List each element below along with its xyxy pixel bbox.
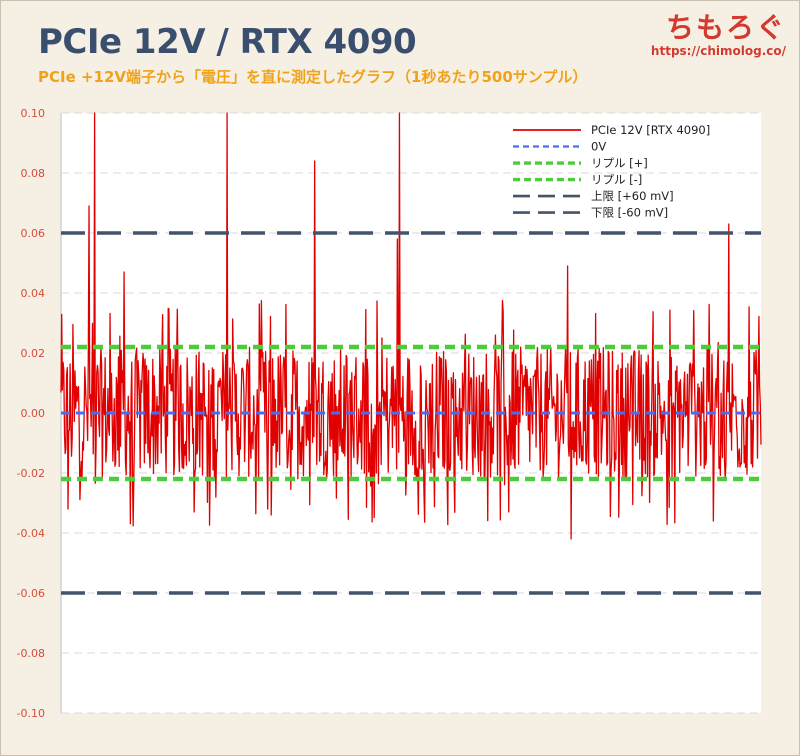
y-tick-label: -0.08 <box>17 647 45 660</box>
y-tick-label: 0.10 <box>21 107 46 120</box>
legend-label: 0V <box>591 140 606 154</box>
brand-logo-text: ちもろぐ <box>665 11 786 44</box>
legend-label: PCIe 12V [RTX 4090] <box>591 123 710 137</box>
y-tick-label: -0.06 <box>17 587 45 600</box>
legend-label: 下限 [-60 mV] <box>591 206 668 220</box>
y-tick-label: -0.10 <box>17 707 45 720</box>
brand-url: https://chimolog.co/ <box>650 44 786 58</box>
y-tick-label: -0.02 <box>17 467 45 480</box>
y-tick-label: 0.06 <box>21 227 46 240</box>
series-line-pcie-12v <box>60 112 762 540</box>
chart-title: PCIe 12V / RTX 4090 <box>38 22 417 62</box>
y-tick-label: 0.08 <box>21 167 46 180</box>
legend-label: リプル [-] <box>591 173 642 187</box>
chart-subtitle: PCIe +12V端子から「電圧」を直に測定したグラフ（1秒あたり500サンプル… <box>38 68 588 86</box>
legend-label: リプル [+] <box>591 156 648 170</box>
legend-label: 上限 [+60 mV] <box>591 189 674 203</box>
y-tick-label: -0.04 <box>17 527 45 540</box>
y-tick-label: 0.04 <box>21 287 46 300</box>
brand-logo: ちもろぐ https://chimolog.co/ <box>651 6 786 58</box>
y-tick-label: 0.00 <box>21 407 46 420</box>
y-tick-label: 0.02 <box>21 347 46 360</box>
